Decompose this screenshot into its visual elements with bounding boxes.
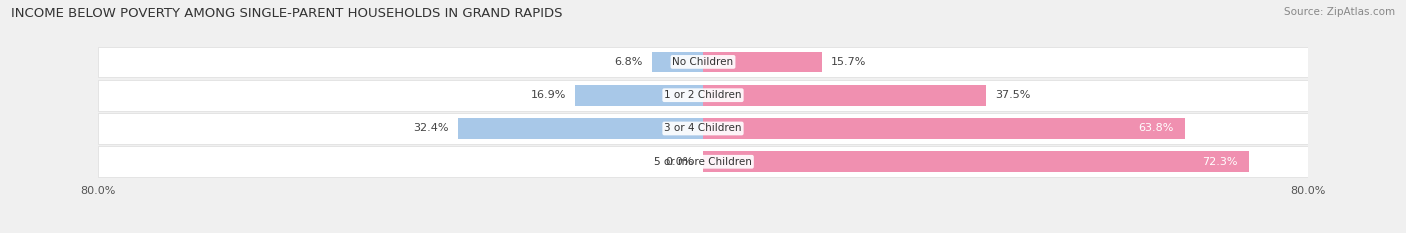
- Text: No Children: No Children: [672, 57, 734, 67]
- Bar: [703, 151, 1250, 172]
- Bar: [458, 118, 703, 139]
- Bar: [98, 113, 1308, 144]
- Text: 32.4%: 32.4%: [413, 123, 449, 134]
- Text: INCOME BELOW POVERTY AMONG SINGLE-PARENT HOUSEHOLDS IN GRAND RAPIDS: INCOME BELOW POVERTY AMONG SINGLE-PARENT…: [11, 7, 562, 20]
- Bar: [651, 51, 703, 72]
- Text: 1 or 2 Children: 1 or 2 Children: [664, 90, 742, 100]
- Text: 0.0%: 0.0%: [665, 157, 695, 167]
- Text: 5 or more Children: 5 or more Children: [654, 157, 752, 167]
- Bar: [703, 51, 821, 72]
- Text: 63.8%: 63.8%: [1139, 123, 1174, 134]
- Bar: [98, 147, 1308, 177]
- Text: 37.5%: 37.5%: [995, 90, 1031, 100]
- Text: 72.3%: 72.3%: [1202, 157, 1239, 167]
- Bar: [703, 118, 1185, 139]
- Text: 6.8%: 6.8%: [614, 57, 643, 67]
- Text: 3 or 4 Children: 3 or 4 Children: [664, 123, 742, 134]
- Bar: [98, 47, 1308, 77]
- Text: Source: ZipAtlas.com: Source: ZipAtlas.com: [1284, 7, 1395, 17]
- Bar: [575, 85, 703, 106]
- Bar: [703, 85, 987, 106]
- Text: 15.7%: 15.7%: [831, 57, 866, 67]
- Bar: [98, 80, 1308, 110]
- Text: 16.9%: 16.9%: [531, 90, 567, 100]
